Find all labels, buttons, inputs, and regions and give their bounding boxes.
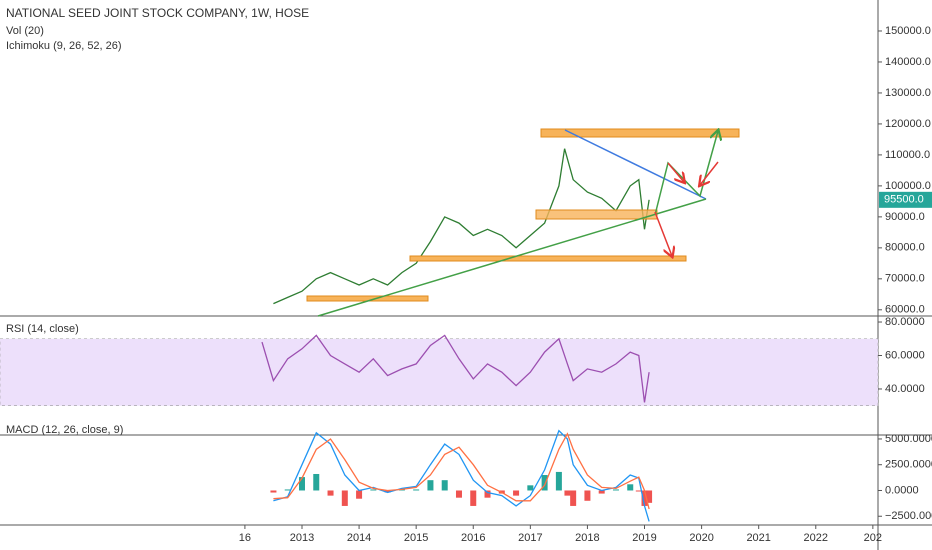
histogram-bar bbox=[635, 490, 642, 492]
indicator-label: Ichimoku (9, 26, 52, 26) bbox=[6, 40, 122, 52]
x-tick-label: 2014 bbox=[347, 532, 371, 544]
histogram-bar bbox=[313, 473, 320, 491]
histogram-bar bbox=[541, 475, 548, 491]
last-price-box bbox=[879, 191, 932, 208]
histogram-bar bbox=[284, 489, 291, 491]
y-tick-label: 130000.0 bbox=[885, 87, 931, 99]
y-tick-label: 40.0000 bbox=[885, 383, 925, 395]
x-tick-label: 2018 bbox=[575, 532, 599, 544]
series-line bbox=[273, 429, 650, 522]
x-tick-label: 2017 bbox=[518, 532, 542, 544]
x-tick-label: 2015 bbox=[404, 532, 428, 544]
series-line bbox=[261, 334, 650, 403]
histogram-bar bbox=[627, 484, 634, 491]
histogram-bar bbox=[427, 480, 434, 491]
x-tick-label: 2022 bbox=[804, 532, 828, 544]
histogram-bar bbox=[564, 490, 571, 496]
histogram-bar bbox=[413, 489, 420, 491]
y-tick-label: 60000.0 bbox=[885, 304, 925, 316]
series-line bbox=[273, 148, 650, 305]
y-tick-label: 60.0000 bbox=[885, 349, 925, 361]
y-tick-label: 140000.0 bbox=[885, 56, 931, 68]
histogram-bar bbox=[470, 490, 477, 506]
y-tick-label: 150000.0 bbox=[885, 25, 931, 37]
histogram-bar bbox=[455, 490, 462, 498]
x-tick-label: 2020 bbox=[689, 532, 713, 544]
x-tick-label: 2016 bbox=[461, 532, 485, 544]
indicator-label: Vol (20) bbox=[6, 25, 44, 37]
chart-title: NATIONAL SEED JOINT STOCK COMPANY, 1W, H… bbox=[6, 6, 309, 20]
y-tick-label: 2500.0000 bbox=[885, 459, 932, 471]
zone bbox=[409, 255, 687, 262]
histogram-bar bbox=[598, 490, 605, 494]
histogram-bar bbox=[612, 489, 619, 491]
histogram-bar bbox=[555, 471, 562, 491]
last-price-label: 95500.0 bbox=[884, 194, 924, 206]
x-tick-label: 2021 bbox=[746, 532, 770, 544]
series-line bbox=[273, 432, 650, 510]
y-tick-label: 110000.0 bbox=[885, 149, 930, 161]
histogram-bar bbox=[570, 490, 577, 506]
arrow bbox=[654, 211, 672, 256]
histogram-bar bbox=[441, 480, 448, 491]
y-tick-label: 90000.0 bbox=[885, 211, 925, 223]
y-tick-label: 80000.0 bbox=[885, 242, 925, 254]
arrow bbox=[700, 161, 719, 185]
drawings bbox=[306, 128, 740, 317]
histogram-bar bbox=[370, 489, 377, 491]
y-tick-label: 70000.0 bbox=[885, 273, 925, 285]
histogram-bar bbox=[298, 477, 305, 491]
trend-line bbox=[564, 129, 707, 200]
y-tick-label: 100000.0 bbox=[885, 180, 931, 192]
zone bbox=[540, 128, 740, 138]
histogram-bar bbox=[270, 490, 277, 493]
x-tick-label: 202 bbox=[864, 532, 882, 544]
trend-line bbox=[317, 198, 707, 317]
x-tick-label: 2013 bbox=[290, 532, 314, 544]
histogram-bar bbox=[484, 490, 491, 498]
histogram-bar bbox=[646, 490, 653, 503]
y-tick-label: −2500.0000 bbox=[885, 510, 932, 522]
y-tick-label: 5000.0000 bbox=[885, 433, 932, 445]
histogram-bar bbox=[527, 485, 534, 491]
y-tick-label: 80.0000 bbox=[885, 316, 925, 328]
histogram-bar bbox=[341, 490, 348, 506]
rsi-band bbox=[0, 338, 879, 407]
y-tick-label: 120000.0 bbox=[885, 118, 931, 130]
arrow bbox=[667, 162, 684, 182]
x-tick-label: 16 bbox=[239, 532, 251, 544]
indicator-label: MACD (12, 26, close, 9) bbox=[6, 424, 123, 436]
histogram-bar bbox=[513, 490, 520, 496]
histogram-bar bbox=[584, 490, 591, 501]
indicator-label: RSI (14, close) bbox=[6, 323, 79, 335]
histogram-bar bbox=[384, 490, 391, 493]
y-tick-label: 0.0000 bbox=[885, 484, 919, 496]
histogram-bar bbox=[356, 490, 363, 499]
zone bbox=[535, 209, 658, 220]
histogram-bar bbox=[327, 490, 334, 496]
x-tick-label: 2019 bbox=[632, 532, 656, 544]
histogram-bar bbox=[641, 490, 648, 506]
zone bbox=[306, 295, 429, 302]
